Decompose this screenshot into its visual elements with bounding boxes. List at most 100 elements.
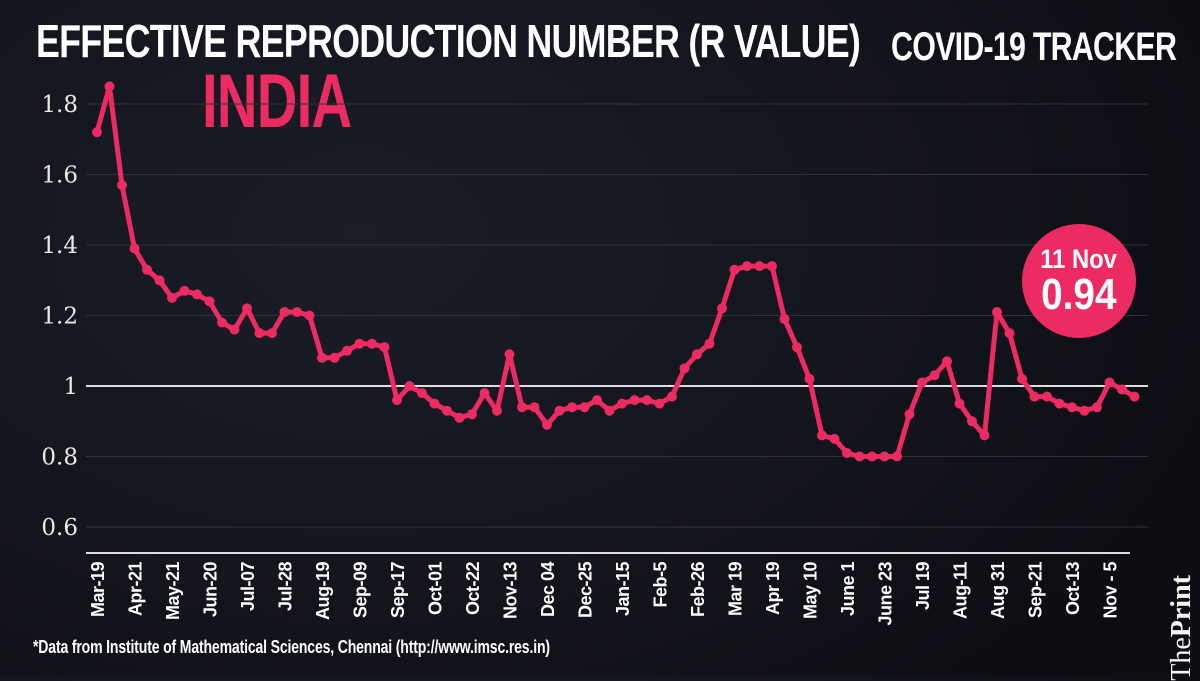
data-point [229, 324, 240, 335]
badge-date: 11 Nov [1040, 243, 1118, 274]
data-point [954, 398, 965, 409]
data-point [542, 419, 552, 430]
badge-value: 0.94 [1041, 270, 1117, 320]
data-point [354, 338, 365, 349]
data-point [467, 409, 477, 420]
data-point [517, 402, 527, 413]
latest-value-badge: 11 Nov 0.94 [1022, 224, 1136, 338]
data-point [1129, 391, 1140, 402]
data-point [842, 448, 852, 458]
x-tick-label: June 23 [876, 562, 896, 626]
x-tick-label: Oct-22 [463, 562, 483, 616]
x-tick-label: May-21 [163, 562, 183, 621]
data-point [154, 275, 165, 286]
data-point [867, 451, 877, 462]
tracker-label: COVID-19 TRACKER [890, 25, 1177, 69]
data-point [567, 402, 577, 413]
data-point [142, 264, 152, 275]
data-point [879, 451, 890, 462]
data-point [529, 402, 540, 413]
data-point [304, 310, 315, 321]
x-tick-label: Sep-09 [351, 562, 371, 619]
x-tick-label: Apr-21 [126, 562, 146, 617]
data-point [317, 352, 327, 363]
x-tick-label: Aug-19 [313, 562, 333, 620]
data-point [804, 373, 815, 384]
y-tick-label: 0.8 [41, 445, 78, 471]
data-point [967, 416, 977, 427]
data-point [1042, 391, 1052, 402]
x-tick-label: Dec 04 [538, 562, 558, 618]
data-point [417, 388, 427, 399]
data-point [392, 395, 402, 406]
y-tick-label: 0.6 [41, 515, 78, 541]
data-point [292, 307, 302, 317]
data-point [617, 398, 627, 409]
x-tick-label: Feb-26 [688, 562, 708, 618]
data-point [704, 338, 715, 349]
page-title: EFFECTIVE REPRODUCTION NUMBER (R VALUE) [36, 15, 861, 67]
data-point [892, 451, 902, 462]
data-point [117, 180, 127, 191]
data-point [329, 352, 340, 363]
data-point [579, 402, 590, 413]
data-point [1054, 398, 1065, 409]
data-point [1029, 391, 1040, 402]
data-point [492, 405, 502, 416]
x-tick-label: Jul 19 [913, 562, 933, 611]
data-point [1092, 402, 1102, 413]
data-point [254, 328, 265, 339]
data-point [754, 261, 765, 272]
data-point [1017, 373, 1027, 384]
data-source-note: *Data from Institute of Mathematical Sci… [33, 637, 550, 657]
data-point [929, 370, 940, 381]
data-point [654, 398, 665, 409]
data-point [1079, 405, 1090, 416]
data-point [992, 307, 1002, 317]
y-tick-label: 1.2 [41, 304, 78, 330]
x-tick-label: Dec-25 [576, 562, 596, 619]
data-point [692, 349, 702, 360]
x-tick-label: Apr 19 [763, 562, 783, 616]
data-point [829, 433, 840, 444]
data-point [717, 303, 727, 314]
data-point [279, 307, 290, 317]
y-tick-label: 1.8 [41, 92, 78, 118]
x-tick-label: Aug 31 [988, 562, 1008, 620]
data-point [767, 261, 777, 272]
x-tick-label: June 1 [838, 562, 858, 617]
y-tick-label: 1 [63, 374, 78, 400]
data-point [779, 314, 790, 324]
x-tick-label: Mar 19 [726, 562, 746, 617]
x-tick-label: Jan-15 [613, 562, 633, 617]
data-point [604, 405, 615, 416]
data-point [904, 409, 915, 420]
data-point [217, 317, 227, 328]
data-point [667, 391, 677, 402]
r-value-line [94, 83, 1137, 459]
x-tick-label: May 10 [801, 562, 821, 620]
data-point [442, 405, 452, 416]
x-tick-label: Nov - 5 [1101, 562, 1121, 619]
data-point [242, 303, 252, 314]
theprint-logo: ThePrint [1166, 575, 1197, 681]
y-tick-label: 1.6 [41, 163, 78, 189]
x-tick-label: Oct-13 [1063, 562, 1083, 616]
x-tick-label: Nov-13 [501, 562, 521, 620]
data-point [429, 398, 440, 409]
x-tick-label: Aug-11 [951, 562, 971, 620]
country-label: INDIA [202, 59, 352, 144]
x-tick-label: Jun-20 [201, 562, 221, 618]
data-point [479, 388, 490, 399]
data-point [1004, 328, 1015, 339]
x-tick-label: Sep-21 [1026, 562, 1046, 619]
data-point [679, 363, 690, 374]
x-tick-label: Mar-19 [88, 562, 108, 618]
data-point [379, 342, 390, 353]
data-point [729, 264, 740, 275]
data-point [1117, 384, 1127, 395]
data-point [854, 451, 865, 462]
data-point [504, 349, 515, 360]
